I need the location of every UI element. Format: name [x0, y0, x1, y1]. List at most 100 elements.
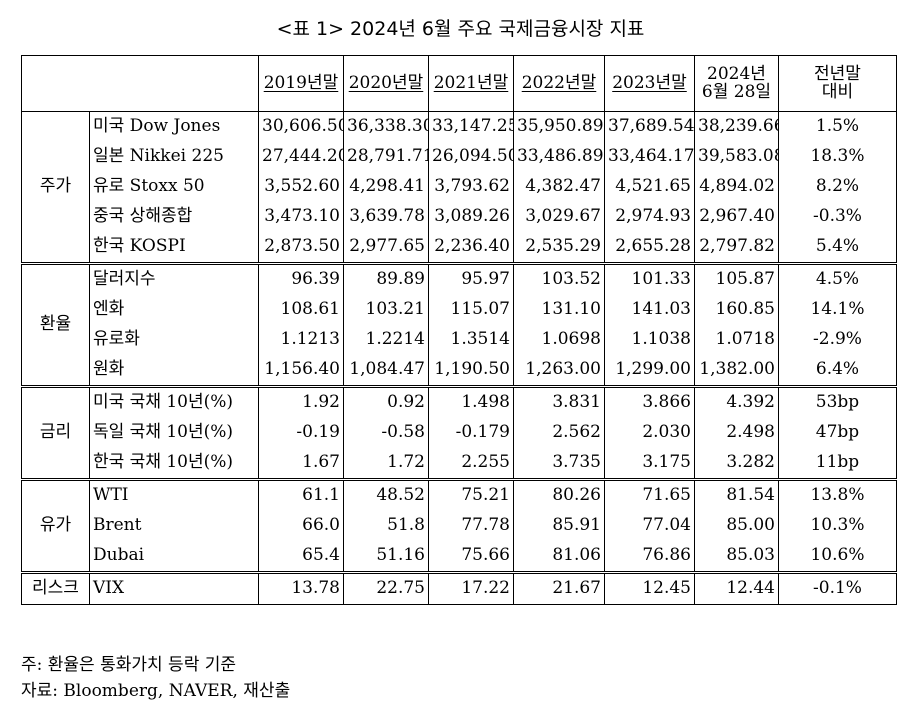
value-cell: 1,156.40 — [258, 355, 344, 387]
value-cell: 2,797.82 — [694, 232, 779, 264]
row-item-label: 미국 국채 10년(%) — [89, 385, 259, 418]
value-cell: 1.92 — [258, 385, 344, 418]
group-label: 리스크 — [21, 571, 90, 605]
change-cell: 6.4% — [778, 355, 897, 387]
value-cell: 75.66 — [428, 541, 514, 573]
header-2021: 2021년말 — [428, 55, 514, 112]
row-item-label: 유로화 — [89, 325, 259, 355]
change-cell: 11bp — [778, 448, 897, 480]
value-cell: 1,263.00 — [513, 355, 605, 387]
header-blank — [21, 55, 259, 112]
value-cell: 2,974.93 — [604, 202, 695, 232]
group-label: 유가 — [21, 478, 90, 573]
header-2020: 2020년말 — [343, 55, 429, 112]
value-cell: 103.21 — [343, 295, 429, 325]
value-cell: 0.92 — [343, 385, 429, 418]
value-cell: 75.21 — [428, 478, 514, 511]
value-cell: 33,464.17 — [604, 142, 695, 172]
value-cell: 108.61 — [258, 295, 344, 325]
row-item-label: 한국 국채 10년(%) — [89, 448, 259, 480]
row-item-label: 독일 국채 10년(%) — [89, 418, 259, 448]
value-cell: 1.72 — [343, 448, 429, 480]
value-cell: 1.0718 — [694, 325, 779, 355]
row-item-label: 엔화 — [89, 295, 259, 325]
header-2024-jun: 2024년 6월 28일 — [694, 55, 779, 112]
change-cell: 4.5% — [778, 262, 897, 295]
table-row: 독일 국채 10년(%) -0.19 -0.58 -0.179 2.562 2.030 2.… — [22, 418, 897, 448]
value-cell: 65.4 — [258, 541, 344, 573]
value-cell: 39,583.08 — [694, 142, 779, 172]
value-cell: 81.54 — [694, 478, 779, 511]
table-row: 엔화 108.61 103.21 115.07 131.10 141.03 160.85 14… — [22, 295, 897, 325]
value-cell: 2,967.40 — [694, 202, 779, 232]
note-fx: 주: 환율은 통화가치 등락 기준 — [21, 655, 237, 675]
value-cell: 33,147.25 — [428, 111, 514, 142]
value-cell: -0.179 — [428, 418, 514, 448]
row-item-label: 중국 상해종합 — [89, 202, 259, 232]
value-cell: 95.97 — [428, 262, 514, 295]
value-cell: 2.498 — [694, 418, 779, 448]
row-item-label: 미국 Dow Jones — [89, 111, 259, 142]
row-item-label: Brent — [89, 511, 259, 541]
value-cell: 1.2214 — [343, 325, 429, 355]
value-cell: 28,791.71 — [343, 142, 429, 172]
note-source: 자료: Bloomberg, NAVER, 재산출 — [21, 681, 291, 701]
row-item-label: 일본 Nikkei 225 — [89, 142, 259, 172]
value-cell: 3,089.26 — [428, 202, 514, 232]
value-cell: 131.10 — [513, 295, 605, 325]
value-cell: 85.91 — [513, 511, 605, 541]
header-2023: 2023년말 — [604, 55, 695, 112]
value-cell: 3,639.78 — [343, 202, 429, 232]
value-cell: 1.3514 — [428, 325, 514, 355]
value-cell: 36,338.30 — [343, 111, 429, 142]
row-item-label: 한국 KOSPI — [89, 232, 259, 264]
table-row: 금리 미국 국채 10년(%) 1.92 0.92 1.498 3.831 3.866 4.3… — [21, 385, 897, 480]
change-cell: -2.9% — [778, 325, 897, 355]
value-cell: 1,382.00 — [694, 355, 779, 387]
table-body: 주가 미국 Dow Jones 30,606.50 36,338.30 33,147.2… — [21, 111, 897, 605]
table-row: 중국 상해종합 3,473.10 3,639.78 3,089.26 3,029.67 2… — [22, 202, 897, 232]
value-cell: 3,552.60 — [258, 172, 344, 202]
value-cell: 160.85 — [694, 295, 779, 325]
value-cell: -0.19 — [258, 418, 344, 448]
value-cell: 2.562 — [513, 418, 605, 448]
value-cell: 2.255 — [428, 448, 514, 480]
table-row: 유가 WTI 61.1 48.52 75.21 80.26 71.65 81.54 13.8% — [21, 478, 897, 573]
value-cell: 89.89 — [343, 262, 429, 295]
value-cell: 1,084.47 — [343, 355, 429, 387]
table-row: Dubai 65.4 51.16 75.66 81.06 76.86 85.03 10.6% — [22, 541, 897, 573]
value-cell: 85.03 — [694, 541, 779, 573]
change-cell: 13.8% — [778, 478, 897, 511]
value-cell: 3,793.62 — [428, 172, 514, 202]
value-cell: 1.0698 — [513, 325, 605, 355]
header-change: 전년말 대비 — [778, 55, 897, 112]
value-cell: 3.282 — [694, 448, 779, 480]
change-cell: 1.5% — [778, 111, 897, 142]
row-item-label: Dubai — [89, 541, 259, 573]
value-cell: 48.52 — [343, 478, 429, 511]
value-cell: 3.831 — [513, 385, 605, 418]
group-label: 환율 — [21, 262, 90, 387]
value-cell: 77.78 — [428, 511, 514, 541]
row-item-label: 유로 Stoxx 50 — [89, 172, 259, 202]
value-cell: 2,655.28 — [604, 232, 695, 264]
row-item-label: 원화 — [89, 355, 259, 387]
value-cell: 77.04 — [604, 511, 695, 541]
row-item-label: VIX — [89, 571, 259, 605]
change-cell: 47bp — [778, 418, 897, 448]
value-cell: 85.00 — [694, 511, 779, 541]
value-cell: 141.03 — [604, 295, 695, 325]
value-cell: 2.030 — [604, 418, 695, 448]
group-label: 주가 — [21, 111, 90, 264]
value-cell: 3.735 — [513, 448, 605, 480]
value-cell: 76.86 — [604, 541, 695, 573]
value-cell: 4,382.47 — [513, 172, 605, 202]
value-cell: 80.26 — [513, 478, 605, 511]
value-cell: 105.87 — [694, 262, 779, 295]
value-cell: 1,299.00 — [604, 355, 695, 387]
value-cell: 33,486.89 — [513, 142, 605, 172]
value-cell: 2,236.40 — [428, 232, 514, 264]
value-cell: 96.39 — [258, 262, 344, 295]
table-row: 한국 KOSPI 2,873.50 2,977.65 2,236.40 2,535.29… — [22, 232, 897, 264]
value-cell: 21.67 — [513, 571, 605, 605]
